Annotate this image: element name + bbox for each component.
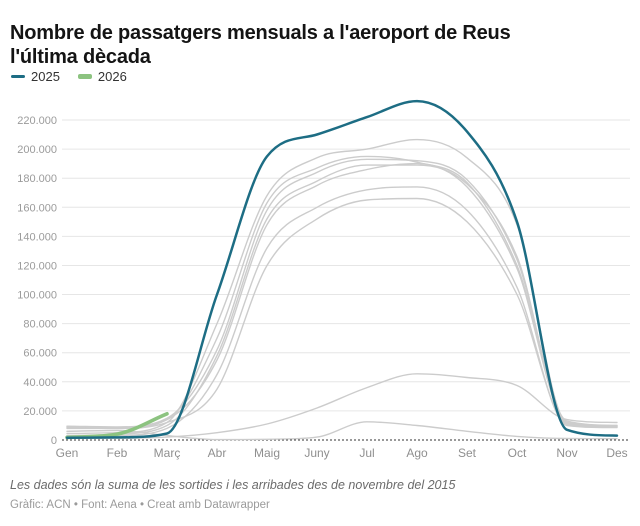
footer-byline: Gràfic: ACN • Font: Aena • Creat amb Dat…	[10, 499, 270, 511]
legend-label-2025: 2025	[31, 68, 60, 84]
series-line-2023	[66, 164, 618, 437]
series-line-2025	[65, 99, 619, 440]
series-line-2022	[66, 186, 618, 438]
x-tick-label: Abr	[208, 446, 227, 460]
y-tick-label: 40.000	[23, 377, 57, 389]
y-tick-label: 20.000	[23, 406, 57, 418]
legend-swatch-2026	[77, 73, 92, 79]
y-tick-label: 60.000	[23, 348, 57, 360]
x-tick-label: Juny	[304, 446, 329, 460]
y-tick-label: 160.000	[17, 202, 57, 214]
page-title: Nombre de passatgers mensuals a l'aeropo…	[10, 21, 630, 69]
series-line-2018	[66, 158, 618, 428]
y-tick-label: 100.000	[17, 290, 57, 302]
x-tick-label: Març	[154, 446, 181, 460]
series-line-2021	[66, 373, 618, 439]
legend-item-2026: 2026	[77, 68, 127, 84]
y-tick-label: 220.000	[17, 115, 57, 127]
y-tick-label: 140.000	[17, 231, 57, 243]
x-tick-label: Maig	[254, 446, 280, 460]
legend-item-2025: 2025	[11, 69, 60, 84]
y-tick-label: 180.000	[17, 173, 57, 185]
x-tick-label: Des	[606, 446, 627, 460]
footer-note: Les dades són la suma de les sortides i …	[10, 478, 456, 492]
x-tick-label: Nov	[556, 446, 577, 460]
x-tick-label: Oct	[508, 446, 527, 460]
line-chart: 0 20.000 40.000 60.000 80.000 100.000 120.000 1…	[17, 99, 630, 460]
legend-label-2026: 2026	[97, 68, 127, 84]
y-tick-label: 200.000	[17, 144, 57, 156]
x-tick-label: Set	[458, 446, 477, 460]
legend-swatch-2025	[11, 74, 25, 78]
page-title-line1: Nombre de passatgers mensuals a l'aeropo…	[10, 22, 511, 45]
series-line-2024	[66, 138, 618, 435]
x-tick-label: Feb	[107, 446, 128, 460]
x-tick-label: Ago	[406, 446, 428, 460]
page-title-line2: l'última dècada	[10, 46, 151, 69]
x-tick-label: Gen	[56, 446, 79, 460]
x-tick-label: Jul	[359, 446, 374, 460]
series-line-2019	[66, 155, 618, 430]
y-tick-label: 120.000	[17, 261, 57, 273]
y-tick-label: 80.000	[23, 319, 57, 331]
legend: 2025 2026	[11, 68, 127, 84]
y-tick-label: 0	[51, 435, 57, 447]
series-line-2016	[66, 197, 618, 430]
